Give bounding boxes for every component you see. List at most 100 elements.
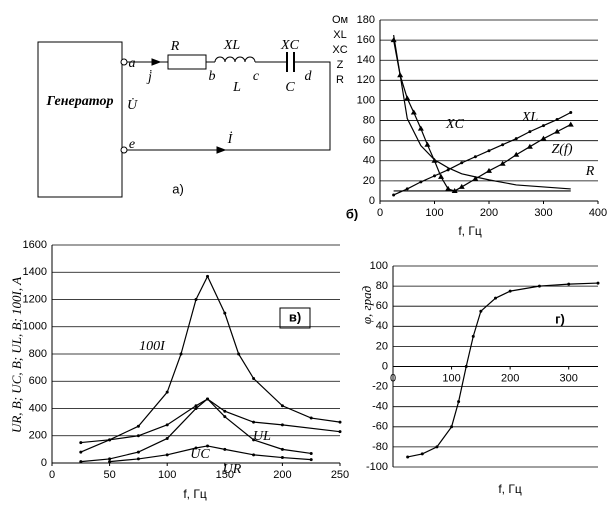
y-tick-label: -100 [366,461,388,473]
y-tick-label: 800 [29,348,47,360]
x-axis-label: f, Гц [183,487,207,501]
title-box [279,307,311,329]
y-tick-label: 180 [357,14,375,26]
x-tick-label: 250 [331,469,349,481]
marker [223,447,227,451]
marker [460,161,464,165]
y-axis-label: XL [333,29,346,41]
marker [431,157,438,163]
y-tick-label: 20 [376,340,388,352]
node-label: a [129,56,136,71]
marker [79,441,83,445]
y-tick-label: 0 [41,457,47,469]
y-tick-label: 200 [29,430,47,442]
arrow [151,58,227,154]
node-label: U̇ [127,97,138,113]
marker [206,274,210,278]
marker [194,446,198,450]
y-tick-label: -40 [372,401,388,413]
marker [567,282,571,286]
marker [555,118,559,122]
x-tick-label: 0 [49,469,55,481]
y-tick-label: 80 [363,114,375,126]
marker [479,309,483,313]
marker [79,450,83,454]
marker [165,453,169,457]
marker [338,420,342,424]
y-tick-label: 60 [363,135,375,147]
terminal [120,58,128,66]
marker [392,193,396,197]
marker [165,423,169,427]
marker [136,434,140,438]
marker [526,143,533,149]
marker [471,334,475,338]
y-tick-label: 40 [376,320,388,332]
marker [206,397,210,401]
marker [79,460,83,464]
marker [458,183,465,189]
marker [457,400,461,404]
series-line [407,282,599,458]
wire [126,61,331,151]
capacitor [286,52,295,72]
x-tick-label: 0 [377,207,383,219]
marker [136,457,140,461]
y-axis-label: φ, град [359,285,374,324]
marker [406,455,410,459]
node-label: L [232,80,241,95]
y-tick-label: 1000 [23,321,47,333]
marker [419,180,423,184]
y-axis-label: XC [332,44,347,56]
node-label: R [170,39,180,54]
marker [420,452,424,456]
marker [309,451,313,455]
x-tick-label: 100 [425,207,443,219]
marker [206,444,210,448]
y-tick-label: 60 [376,300,388,312]
y-tick-label: -60 [372,421,388,433]
annotation: XC [445,117,465,132]
series-line [393,34,571,190]
chart-title: в) [289,309,301,324]
marker [165,390,169,394]
y-tick-label: -20 [372,381,388,393]
marker [513,151,520,157]
marker [472,175,479,181]
annotation: UC [190,447,210,462]
marker [501,143,505,147]
node-label: b [209,69,216,84]
x-tick-label: 0 [390,372,396,384]
marker [567,121,574,127]
inductor [214,56,256,63]
y-tick-label: 160 [357,34,375,46]
marker [309,416,313,420]
marker [433,174,436,178]
marker [309,458,313,462]
marker [499,160,506,166]
x-tick-label: 50 [103,469,115,481]
marker [252,453,256,457]
resistor [167,54,207,70]
marker [435,445,439,449]
caption: а) [172,181,184,196]
marker [405,187,409,191]
marker [450,425,454,429]
marker [508,289,512,293]
marker [424,141,431,147]
y-tick-label: 1400 [23,266,47,278]
marker [108,460,112,464]
x-axis-label: f, Гц [498,482,522,496]
x-tick-label: 200 [273,469,291,481]
marker [136,424,140,428]
y-tick-label: 100 [357,94,375,106]
marker [252,377,256,381]
marker [464,365,468,368]
y-tick-label: 80 [376,280,388,292]
marker [237,352,241,356]
x-tick-label: 100 [158,469,176,481]
annotation: Z(f) [552,142,573,157]
marker [473,155,477,159]
marker [540,135,547,141]
